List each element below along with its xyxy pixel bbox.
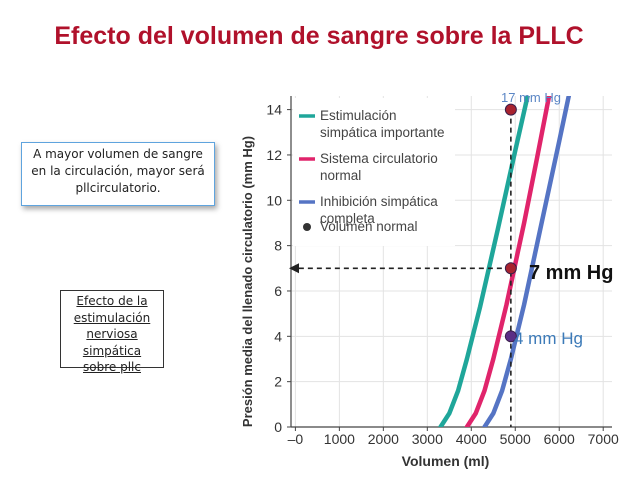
- guide-arrowhead: [289, 263, 299, 274]
- label-4-mmhg: 4 mm Hg: [514, 329, 583, 348]
- y-tick-label: 0: [274, 419, 282, 435]
- sympathetic-effect-box: Efecto de la estimulación nerviosa simpá…: [60, 290, 164, 374]
- legend-background: [293, 98, 455, 246]
- y-tick-label: 8: [274, 238, 282, 254]
- points: [504, 103, 517, 343]
- effect-line-2: estimulación: [73, 310, 151, 325]
- legend-label-2-line-1: Sistema circulatorio: [320, 151, 438, 166]
- callout-line-3: pllcirculatorio.: [75, 181, 161, 195]
- label-7-mmhg: 7 mm Hg: [529, 262, 614, 284]
- effect-line-1: Efecto de la: [76, 294, 148, 308]
- x-tick-label: 5000: [500, 431, 531, 447]
- effect-line-4: sobre pllc: [83, 360, 141, 374]
- y-axis-title: Presión media del llenado circulatorio (…: [240, 136, 255, 427]
- callout-line-2: en la circulación, mayor será: [31, 164, 205, 178]
- legend-dot-marker: [303, 223, 311, 231]
- label-17-mmhg: 17 mm Hg: [501, 90, 561, 105]
- legend: Estimulación simpática importante Sistema …: [293, 98, 455, 246]
- legend-label-3-line-1: Inhibición simpática: [320, 194, 438, 209]
- x-tick-label: 4000: [456, 431, 487, 447]
- x-tick-label: 3000: [412, 431, 443, 447]
- x-tick-label: 7000: [588, 431, 619, 447]
- y-tick-label: 2: [274, 374, 282, 390]
- effect-line-3: nerviosa simpática: [82, 327, 142, 358]
- x-tick-label: –0: [288, 431, 304, 447]
- point-2: [504, 262, 517, 275]
- legend-dot-label: Volumen normal: [320, 219, 418, 234]
- y-tick-label: 10: [266, 192, 282, 208]
- axes: 0 2 4 6 8 10 12 14 –0 1000 2000 3000 4000 5000 6000 700…: [240, 96, 619, 469]
- curve-series-1: [438, 96, 530, 427]
- guides: [289, 109, 512, 427]
- curves: [438, 96, 572, 427]
- x-tick-label: 1000: [324, 431, 355, 447]
- legend-label-1-line-1: Estimulación: [320, 108, 397, 123]
- point-3: [504, 330, 517, 343]
- legend-label-3-line-2: completa: [320, 211, 375, 226]
- curve-series-2: [464, 96, 552, 427]
- legend-label-2-line-2: normal: [320, 168, 361, 183]
- callout-line-1: A mayor volumen de sangre: [33, 147, 203, 161]
- legend-label-1-line-2: simpática importante: [320, 125, 445, 140]
- y-tick-label: 12: [266, 147, 282, 163]
- slide-title: Efecto del volumen de sangre sobre la PL…: [54, 22, 584, 50]
- point-1: [504, 103, 517, 116]
- x-tick-label: 2000: [368, 431, 399, 447]
- curve-series-3: [482, 96, 572, 427]
- y-tick-label: 6: [274, 283, 282, 299]
- y-tick-label: 14: [266, 102, 282, 118]
- volume-callout: A mayor volumen de sangre en la circulac…: [21, 142, 215, 206]
- x-axis-title: Volumen (ml): [402, 453, 490, 469]
- y-tick-label: 4: [274, 328, 282, 344]
- x-tick-label: 6000: [544, 431, 575, 447]
